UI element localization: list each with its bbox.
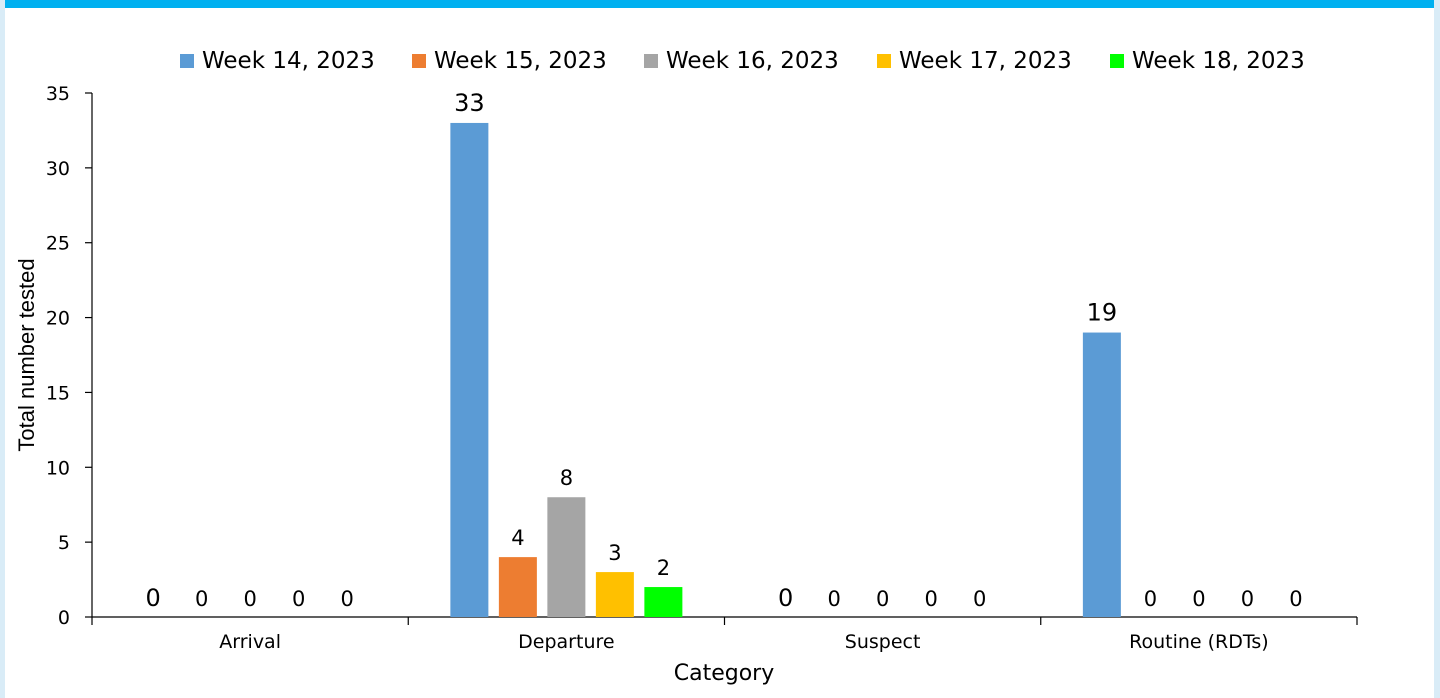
data-label: 0	[340, 587, 353, 611]
data-label: 0	[1289, 587, 1302, 611]
data-label: 0	[1241, 587, 1254, 611]
bar	[644, 587, 683, 617]
x-axis: Arrival Departure Suspect Routine (RDTs)	[91, 616, 1358, 653]
data-label: 0	[1192, 587, 1205, 611]
bar	[547, 497, 586, 617]
legend-label: Week 15, 2023	[434, 48, 607, 74]
y-tick-label: 35	[46, 83, 70, 105]
legend-label: Week 17, 2023	[899, 48, 1072, 74]
data-label: 0	[145, 584, 160, 612]
legend-label: Week 18, 2023	[1132, 48, 1305, 74]
y-tick-label: 0	[58, 607, 70, 629]
y-tick-label: 15	[46, 382, 70, 404]
data-labels: 0 0 0 0 0 33 4 8 3 2 0 0 0 0 0 19 0 0 0 0	[145, 89, 1302, 612]
y-tick-label: 10	[46, 457, 70, 479]
legend-label: Week 14, 2023	[202, 48, 375, 74]
legend-label: Week 16, 2023	[666, 48, 839, 74]
data-label: 0	[292, 587, 305, 611]
legend-swatch	[644, 54, 658, 68]
x-tick-label: Routine (RDTs)	[1129, 631, 1269, 653]
y-tick-label: 5	[58, 532, 70, 554]
data-label: 2	[657, 556, 670, 580]
data-label: 3	[608, 541, 621, 565]
data-label: 4	[511, 526, 524, 550]
data-label: 0	[876, 587, 889, 611]
legend-swatch	[180, 54, 194, 68]
y-axis: 0 5 10 15 20 25 30 35	[46, 83, 93, 629]
top-accent-border	[0, 0, 1440, 8]
x-axis-title: Category	[674, 661, 775, 686]
data-label: 0	[1144, 587, 1157, 611]
left-frame-border	[0, 0, 5, 698]
data-label: 33	[454, 89, 485, 117]
bar	[1082, 332, 1121, 617]
x-tick-label: Arrival	[219, 631, 281, 653]
legend-swatch	[412, 54, 426, 68]
data-label: 0	[195, 587, 208, 611]
y-tick-label: 30	[46, 158, 70, 180]
data-label: 0	[827, 587, 840, 611]
data-label: 0	[778, 584, 793, 612]
bar	[450, 122, 489, 617]
x-tick-label: Suspect	[845, 631, 921, 653]
bar	[498, 557, 537, 617]
data-label: 19	[1087, 299, 1118, 327]
y-tick-label: 25	[46, 233, 70, 255]
y-tick-label: 20	[46, 308, 70, 330]
data-label: 0	[243, 587, 256, 611]
data-label: 0	[924, 587, 937, 611]
right-frame-border	[1434, 0, 1440, 698]
bar	[595, 572, 634, 617]
legend-swatch	[877, 54, 891, 68]
chart-legend: Week 14, 2023 Week 15, 2023 Week 16, 2023 W…	[180, 48, 1305, 74]
y-axis-title: Total number tested	[14, 258, 39, 451]
data-label: 8	[560, 466, 573, 490]
x-tick-label: Departure	[518, 631, 614, 653]
data-label: 0	[973, 587, 986, 611]
bar-series	[450, 122, 1121, 617]
legend-swatch	[1110, 54, 1124, 68]
